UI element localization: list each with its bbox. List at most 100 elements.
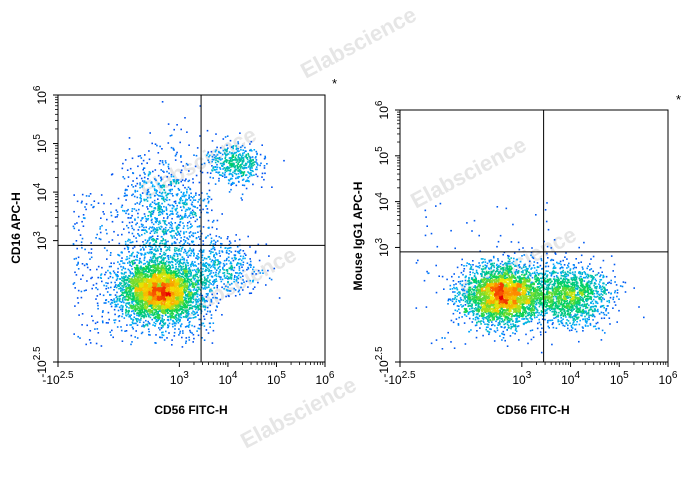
event-dot — [185, 268, 188, 270]
event-dot — [153, 264, 155, 267]
event-dot — [129, 278, 131, 280]
event-dot — [179, 279, 181, 282]
event-dot — [159, 306, 162, 309]
event-dot — [197, 306, 200, 309]
event-dot — [117, 297, 119, 300]
event-dot — [188, 294, 190, 296]
event-dot — [160, 282, 162, 285]
event-dot — [185, 281, 187, 283]
event-dot — [175, 296, 177, 299]
event-dot — [198, 324, 201, 326]
event-dot — [168, 310, 171, 312]
event-dot — [171, 316, 173, 319]
event-dot — [125, 285, 128, 287]
event-dot — [119, 283, 122, 286]
event-dot — [126, 287, 128, 289]
event-dot — [157, 308, 160, 310]
event-dot — [187, 314, 189, 316]
event-dot — [190, 293, 192, 296]
event-dot — [125, 314, 127, 316]
event-dot — [161, 230, 164, 232]
event-dot — [159, 294, 162, 296]
event-dot — [131, 307, 134, 310]
event-dot — [131, 295, 134, 297]
event-dot — [180, 282, 183, 285]
event-dot — [170, 286, 173, 289]
event-dot — [156, 268, 159, 270]
event-dot — [163, 319, 165, 321]
event-dot — [120, 304, 122, 307]
event-dot — [175, 272, 177, 275]
event-dot — [147, 328, 150, 330]
event-dot — [190, 263, 193, 266]
event-dot — [91, 276, 93, 279]
event-dot — [198, 327, 201, 330]
event-dot — [116, 295, 118, 298]
event-dot — [157, 272, 159, 274]
event-dot — [138, 280, 140, 282]
event-dot — [189, 307, 191, 309]
event-dot — [116, 326, 119, 328]
event-dot — [202, 296, 204, 299]
event-dot — [143, 254, 146, 256]
event-dot — [125, 302, 127, 305]
event-dot — [144, 290, 147, 293]
event-dot — [188, 283, 191, 286]
event-dot — [202, 273, 205, 276]
event-dot — [112, 276, 114, 279]
event-dot — [131, 326, 134, 329]
event-dot — [144, 300, 147, 302]
event-dot — [155, 292, 157, 295]
event-dot — [162, 300, 165, 303]
event-dot — [156, 277, 158, 280]
event-dot — [195, 257, 197, 259]
event-dot — [160, 266, 163, 268]
event-dot — [167, 288, 169, 290]
event-dot — [148, 322, 150, 324]
event-dot — [157, 313, 159, 315]
event-dot — [137, 281, 140, 283]
event-dot — [177, 272, 179, 275]
event-dot — [178, 291, 181, 294]
event-dot — [127, 283, 129, 286]
event-dot — [143, 270, 146, 273]
event-dot — [207, 292, 209, 295]
event-dot — [220, 276, 222, 278]
event-dot — [151, 318, 153, 321]
event-dot — [174, 278, 176, 281]
event-dot — [146, 305, 149, 308]
event-dot — [121, 269, 123, 271]
event-dot — [182, 291, 185, 294]
event-dot — [205, 313, 208, 315]
event-dot — [112, 299, 114, 302]
event-dot — [153, 269, 155, 272]
event-dot — [150, 258, 153, 261]
event-dot — [141, 298, 143, 301]
event-dot — [144, 273, 146, 275]
event-dot — [150, 297, 153, 299]
event-dot — [149, 276, 152, 278]
event-dot — [197, 277, 200, 279]
event-dot — [205, 283, 208, 285]
event-dot — [134, 278, 136, 281]
event-dot — [122, 266, 125, 268]
event-dot — [141, 289, 143, 291]
event-dot — [202, 288, 205, 290]
event-dot — [195, 270, 197, 272]
event-dot — [134, 269, 137, 271]
event-dot — [139, 306, 141, 309]
event-dot — [140, 283, 143, 285]
event-dot — [178, 263, 180, 266]
event-dot — [142, 269, 144, 271]
event-dot — [175, 322, 177, 325]
event-dot — [190, 280, 193, 283]
event-dot — [154, 325, 156, 327]
event-dot — [139, 280, 141, 283]
event-dot — [112, 270, 115, 272]
event-dot — [142, 273, 145, 275]
event-dot — [182, 330, 184, 332]
event-dot — [155, 316, 157, 318]
event-dot — [192, 285, 195, 288]
event-dot — [137, 318, 139, 320]
